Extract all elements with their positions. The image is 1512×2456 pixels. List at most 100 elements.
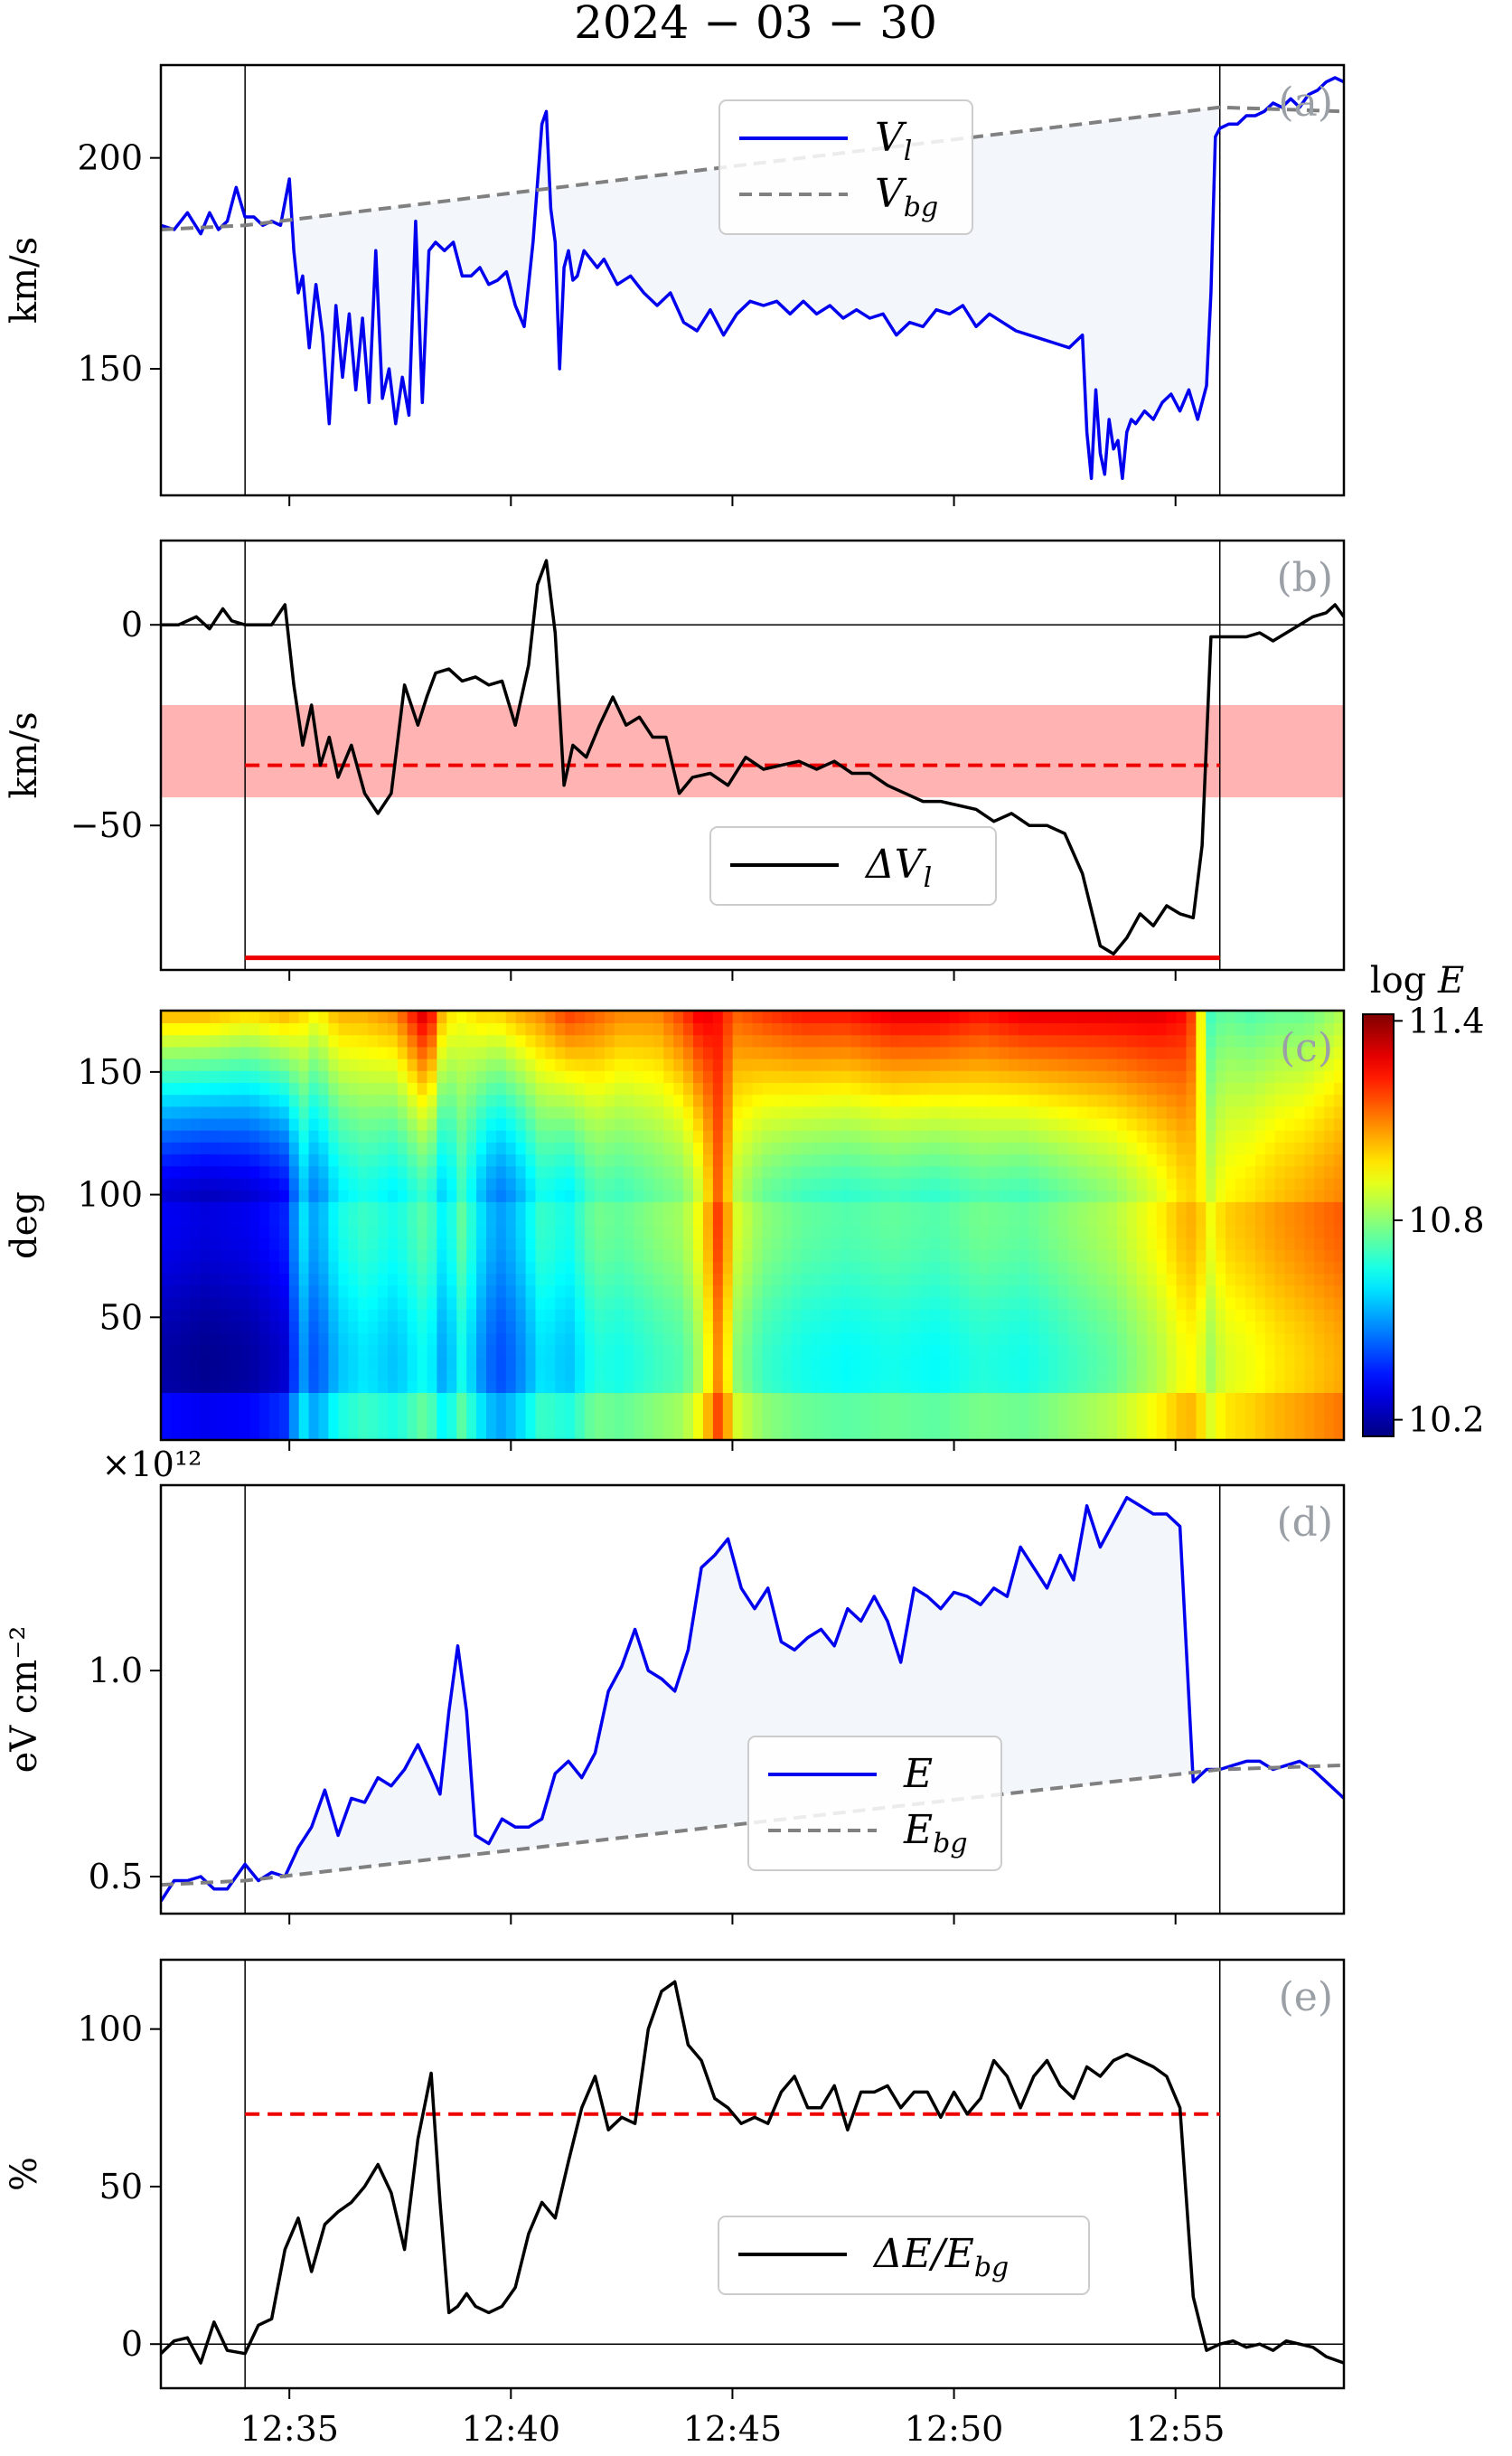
y-tick-label: 150 [77, 349, 143, 389]
heatmap-cell [1226, 1046, 1236, 1059]
heatmap-cell [1117, 1142, 1128, 1155]
heatmap-cell [1156, 1129, 1168, 1143]
heatmap-cell [446, 1129, 457, 1143]
heatmap-cell [1186, 1022, 1197, 1036]
heatmap-cell [634, 1344, 645, 1358]
heatmap-cell [595, 1034, 606, 1048]
heatmap-cell [870, 1404, 882, 1417]
heatmap-cell [752, 1117, 764, 1131]
heatmap-cell [929, 1213, 941, 1227]
heatmap-cell [653, 1273, 665, 1286]
heatmap-cell [298, 1129, 310, 1143]
heatmap-cell [249, 1332, 260, 1346]
heatmap-cell [1047, 1153, 1059, 1167]
heatmap-cell [1216, 1332, 1226, 1346]
heatmap-cell [969, 1201, 981, 1215]
heatmap-cell [1156, 1094, 1168, 1107]
heatmap-cell [318, 1022, 330, 1036]
heatmap-cell [850, 1034, 862, 1048]
heatmap-cell [880, 1321, 891, 1334]
heatmap-cell [575, 1213, 586, 1227]
heatmap-cell [387, 1106, 399, 1119]
heatmap-cell [348, 1404, 359, 1417]
heatmap-cell [585, 1106, 596, 1119]
heatmap-cell [1127, 1117, 1138, 1131]
heatmap-cell [1097, 1248, 1108, 1262]
heatmap-cell [456, 1308, 467, 1322]
heatmap-cell [1087, 1082, 1099, 1096]
heatmap-cell [338, 1237, 350, 1250]
heatmap-cell [959, 1201, 971, 1215]
heatmap-cell [1057, 1356, 1069, 1369]
heatmap-cell [762, 1332, 774, 1346]
heatmap-cell [1146, 1082, 1158, 1096]
heatmap-cell [417, 1248, 428, 1262]
heatmap-cell [348, 1237, 359, 1250]
heatmap-cell [358, 1273, 369, 1286]
heatmap-cell [929, 1296, 941, 1310]
heatmap-cell [1216, 1392, 1226, 1406]
heatmap-cell [565, 1142, 576, 1155]
heatmap-cell [1244, 1261, 1256, 1275]
heatmap-cell [634, 1094, 645, 1107]
heatmap-cell [368, 1368, 379, 1381]
heatmap-cell [210, 1129, 221, 1143]
heatmap-cell [161, 1225, 172, 1238]
heatmap-cell [910, 1273, 921, 1286]
heatmap-cell [1097, 1177, 1108, 1190]
heatmap-cell [959, 1284, 971, 1298]
heatmap-cell [378, 1094, 389, 1107]
heatmap-cell [417, 1332, 428, 1346]
heatmap-cell [298, 1261, 310, 1275]
heatmap-cell [1047, 1356, 1059, 1369]
heatmap-cell [495, 1094, 507, 1107]
heatmap-cell [1294, 1356, 1306, 1369]
series-line-e [161, 1495, 1344, 1903]
heatmap-cell [663, 1237, 674, 1250]
heatmap-cell [880, 1427, 891, 1441]
plot-area [161, 541, 1344, 970]
heatmap-cell [732, 1094, 744, 1107]
heatmap-cell [1097, 1106, 1108, 1119]
heatmap-cell [1264, 1321, 1276, 1334]
heatmap-cell [1196, 1284, 1207, 1298]
heatmap-cell [989, 1213, 1000, 1227]
heatmap-cell [969, 1273, 981, 1286]
heatmap-cell [742, 1213, 754, 1227]
heatmap-cell [1294, 1427, 1306, 1441]
heatmap-cell [860, 1034, 872, 1048]
heatmap-cell [703, 1129, 714, 1143]
heatmap-cell [1107, 1201, 1118, 1215]
heatmap-cell [161, 1082, 172, 1096]
heatmap-cell [821, 1368, 832, 1381]
heatmap-cell [456, 1237, 467, 1250]
heatmap-cell [476, 1153, 487, 1167]
heatmap-cell [1117, 1356, 1128, 1369]
heatmap-cell [1216, 1153, 1226, 1167]
heatmap-cell [831, 1189, 842, 1202]
heatmap-cell [989, 1321, 1000, 1334]
heatmap-cell [1186, 1094, 1197, 1107]
heatmap-cell [900, 1165, 911, 1179]
heatmap-cell [1244, 1392, 1256, 1406]
heatmap-cell [585, 1129, 596, 1143]
heatmap-cell [614, 1427, 625, 1441]
heatmap-cell [230, 1082, 241, 1096]
heatmap-cell [604, 1225, 615, 1238]
heatmap-cell [1264, 1046, 1276, 1059]
heatmap-cell [328, 1261, 340, 1275]
heatmap-cell [515, 1011, 527, 1023]
heatmap-cell [1196, 1332, 1207, 1346]
heatmap-cell [979, 1094, 991, 1107]
heatmap-cell [1196, 1106, 1207, 1119]
heatmap-cell [595, 1189, 606, 1202]
heatmap-cell [939, 1189, 951, 1202]
heatmap-cell [802, 1392, 812, 1406]
heatmap-cell [230, 1332, 241, 1346]
heatmap-cell [1186, 1284, 1197, 1298]
heatmap-cell [1156, 1189, 1168, 1202]
heatmap-cell [269, 1165, 280, 1179]
heatmap-cell [456, 1034, 467, 1048]
heatmap-cell [1166, 1356, 1178, 1369]
heatmap-cell [772, 1427, 783, 1441]
